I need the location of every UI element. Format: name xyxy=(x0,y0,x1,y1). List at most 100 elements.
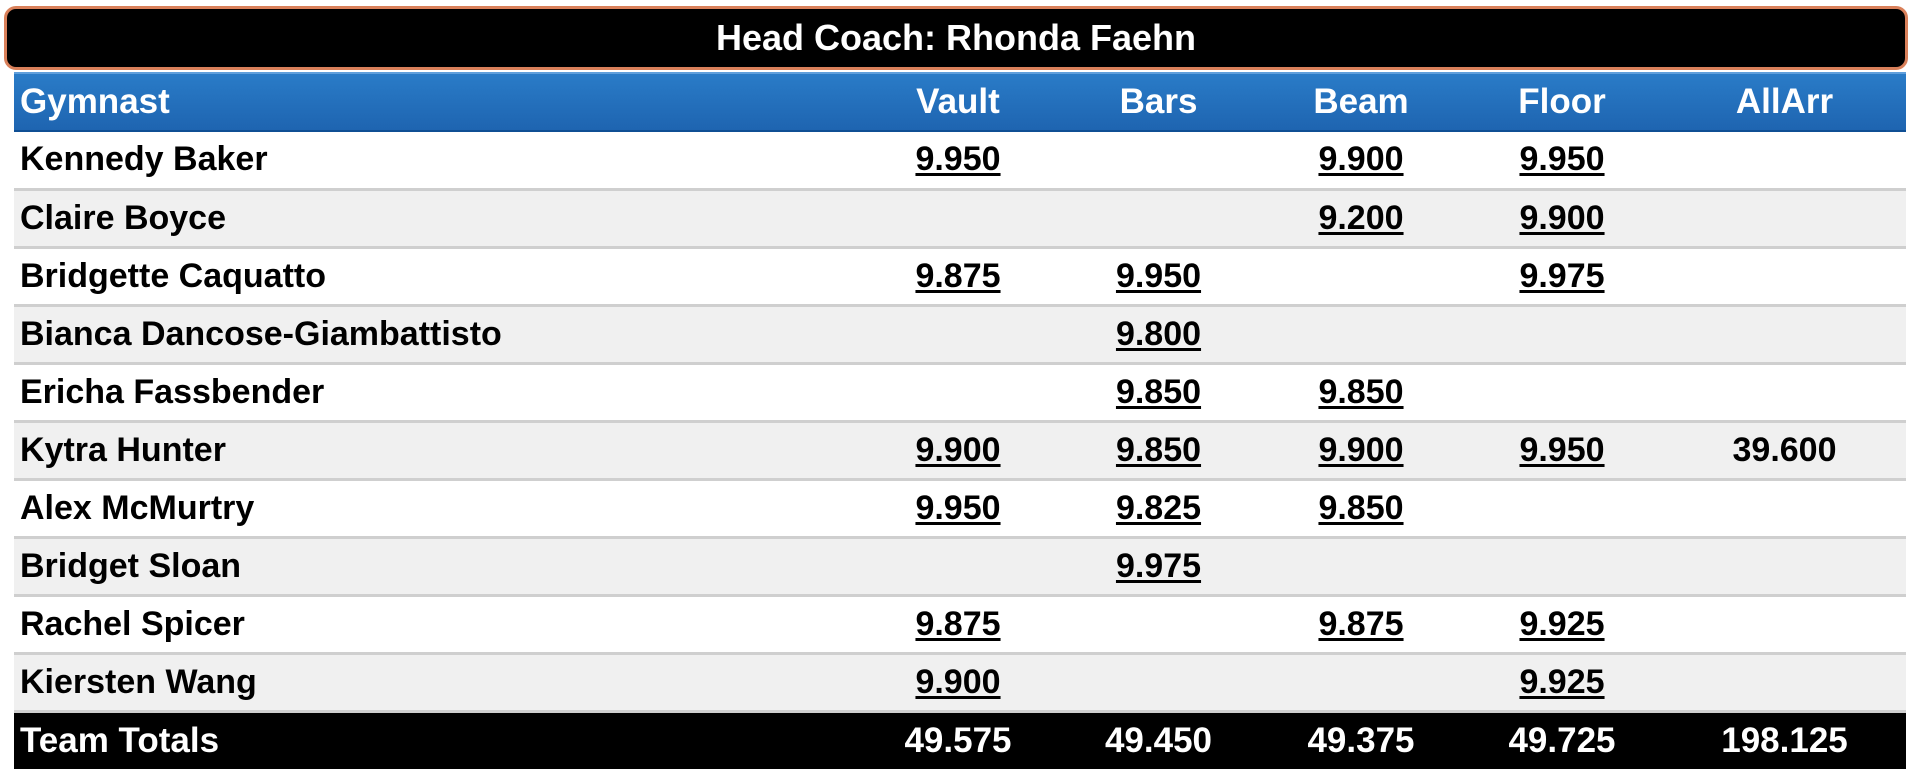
column-header-vault: Vault xyxy=(860,72,1056,132)
score-cell-beam xyxy=(1261,653,1461,713)
score-cell-vault: 9.950 xyxy=(860,479,1056,539)
head-coach-label: Head Coach: Rhonda Faehn xyxy=(715,17,1197,58)
score-cell-floor xyxy=(1461,305,1663,365)
team-total-bars: 49.450 xyxy=(1104,720,1213,760)
bars-score-link[interactable]: 9.825 xyxy=(1115,488,1202,527)
column-header-gymnast: Gymnast xyxy=(14,72,860,132)
score-cell-bars xyxy=(1056,595,1261,655)
gymnast-row: Ericha Fassbender 9.850 9.850 xyxy=(14,363,1906,423)
team-total-vault: 49.575 xyxy=(904,720,1012,760)
score-cell-aa xyxy=(1663,595,1906,655)
gymnast-name: Bridget Sloan xyxy=(14,537,860,597)
score-cell-floor xyxy=(1461,363,1663,423)
score-cell-beam: 9.200 xyxy=(1261,189,1461,249)
score-cell-beam xyxy=(1261,247,1461,307)
score-cell-bars: 9.800 xyxy=(1056,305,1261,365)
column-header-all-around: AllArr xyxy=(1663,72,1906,132)
vault-score-link[interactable]: 9.875 xyxy=(915,256,1001,295)
score-cell-vault: 9.950 xyxy=(860,131,1056,191)
gymnast-name: Alex McMurtry xyxy=(14,479,860,539)
score-cell-bars xyxy=(1056,189,1261,249)
bars-score-link[interactable]: 9.800 xyxy=(1115,314,1202,353)
team-totals-row: Team Totals 49.575 49.450 49.375 49.725 … xyxy=(14,711,1906,769)
beam-score-link[interactable]: 9.900 xyxy=(1318,430,1404,469)
score-cell-vault: 9.900 xyxy=(860,421,1056,481)
score-cell-aa xyxy=(1663,537,1906,597)
head-coach-banner: Head Coach: Rhonda Faehn xyxy=(4,6,1908,70)
score-cell-vault: 9.875 xyxy=(860,595,1056,655)
beam-score-link[interactable]: 9.900 xyxy=(1318,140,1404,179)
gymnast-row: Bianca Dancose-Giambattisto 9.800 xyxy=(14,305,1906,365)
gymnast-row: Kennedy Baker 9.950 9.900 9.950 xyxy=(14,131,1906,191)
floor-score-link[interactable]: 9.925 xyxy=(1519,604,1605,643)
score-cell-vault xyxy=(860,537,1056,597)
column-header-floor: Floor xyxy=(1461,72,1663,132)
score-cell-beam xyxy=(1261,537,1461,597)
score-cell-aa xyxy=(1663,479,1906,539)
floor-score-link[interactable]: 9.925 xyxy=(1519,662,1605,701)
gymnast-row: Bridgette Caquatto 9.875 9.950 9.975 xyxy=(14,247,1906,307)
column-header-beam: Beam xyxy=(1261,72,1461,132)
score-cell-beam: 9.850 xyxy=(1261,479,1461,539)
score-cell-aa xyxy=(1663,189,1906,249)
bars-score-link[interactable]: 9.950 xyxy=(1115,256,1202,295)
gymnast-name: Kennedy Baker xyxy=(14,131,860,191)
score-cell-floor: 9.950 xyxy=(1461,421,1663,481)
score-cell-bars xyxy=(1056,131,1261,191)
score-cell-aa xyxy=(1663,247,1906,307)
bars-score-link[interactable]: 9.850 xyxy=(1115,430,1202,469)
score-cell-floor: 9.950 xyxy=(1461,131,1663,191)
team-totals: Team Totals 49.575 49.450 49.375 49.725 … xyxy=(14,711,1906,769)
score-cell-vault xyxy=(860,189,1056,249)
vault-score-link[interactable]: 9.900 xyxy=(915,430,1001,469)
score-cell-beam: 9.850 xyxy=(1261,363,1461,423)
score-cell-floor xyxy=(1461,537,1663,597)
bars-score-link[interactable]: 9.850 xyxy=(1115,372,1202,411)
score-cell-aa xyxy=(1663,653,1906,713)
beam-score-link[interactable]: 9.875 xyxy=(1318,604,1404,643)
gymnast-name: Bridgette Caquatto xyxy=(14,247,860,307)
vault-score-link[interactable]: 9.900 xyxy=(915,662,1001,701)
beam-score-link[interactable]: 9.850 xyxy=(1318,372,1404,411)
floor-score-link[interactable]: 9.950 xyxy=(1519,430,1605,469)
column-header-bars: Bars xyxy=(1056,72,1261,132)
score-cell-floor: 9.925 xyxy=(1461,653,1663,713)
team-totals-label: Team Totals xyxy=(20,720,220,760)
gymnast-name: Bianca Dancose-Giambattisto xyxy=(14,305,860,365)
vault-score-link[interactable]: 9.875 xyxy=(915,604,1001,643)
floor-score-link[interactable]: 9.950 xyxy=(1519,140,1605,179)
bars-score-link[interactable]: 9.975 xyxy=(1115,546,1202,585)
gymnast-row: Bridget Sloan 9.975 xyxy=(14,537,1906,597)
gymnast-name: Kytra Hunter xyxy=(14,421,860,481)
gymnast-row: Kiersten Wang 9.900 9.925 xyxy=(14,653,1906,713)
score-cell-floor: 9.925 xyxy=(1461,595,1663,655)
vault-score-link[interactable]: 9.950 xyxy=(915,140,1001,179)
score-cell-aa xyxy=(1663,363,1906,423)
score-cell-vault: 9.900 xyxy=(860,653,1056,713)
gymnast-row: Rachel Spicer 9.875 9.875 9.925 xyxy=(14,595,1906,655)
beam-score-link[interactable]: 9.200 xyxy=(1318,198,1404,237)
score-cell-vault: 9.875 xyxy=(860,247,1056,307)
gymnast-name: Ericha Fassbender xyxy=(14,363,860,423)
vault-score-link[interactable]: 9.950 xyxy=(915,488,1001,527)
gymnast-row: Alex McMurtry 9.950 9.825 9.850 xyxy=(14,479,1906,539)
score-cell-bars: 9.850 xyxy=(1056,421,1261,481)
floor-score-link[interactable]: 9.975 xyxy=(1519,256,1605,295)
score-table-body: Kennedy Baker 9.950 9.900 9.950 Claire Boyce… xyxy=(14,131,1906,713)
gymnast-row: Kytra Hunter 9.900 9.850 9.900 9.950 39.600 xyxy=(14,421,1906,481)
all-around-score: 39.600 xyxy=(1732,430,1837,469)
floor-score-link[interactable]: 9.900 xyxy=(1519,198,1605,237)
score-cell-beam: 9.900 xyxy=(1261,421,1461,481)
score-cell-beam: 9.875 xyxy=(1261,595,1461,655)
gymnast-name: Kiersten Wang xyxy=(14,653,860,713)
gymnast-name: Rachel Spicer xyxy=(14,595,860,655)
team-total-floor: 49.725 xyxy=(1508,720,1616,760)
score-cell-vault xyxy=(860,305,1056,365)
score-cell-bars: 9.825 xyxy=(1056,479,1261,539)
team-total-beam: 49.375 xyxy=(1307,720,1415,760)
score-cell-vault xyxy=(860,363,1056,423)
score-cell-bars xyxy=(1056,653,1261,713)
beam-score-link[interactable]: 9.850 xyxy=(1318,488,1404,527)
score-cell-bars: 9.975 xyxy=(1056,537,1261,597)
